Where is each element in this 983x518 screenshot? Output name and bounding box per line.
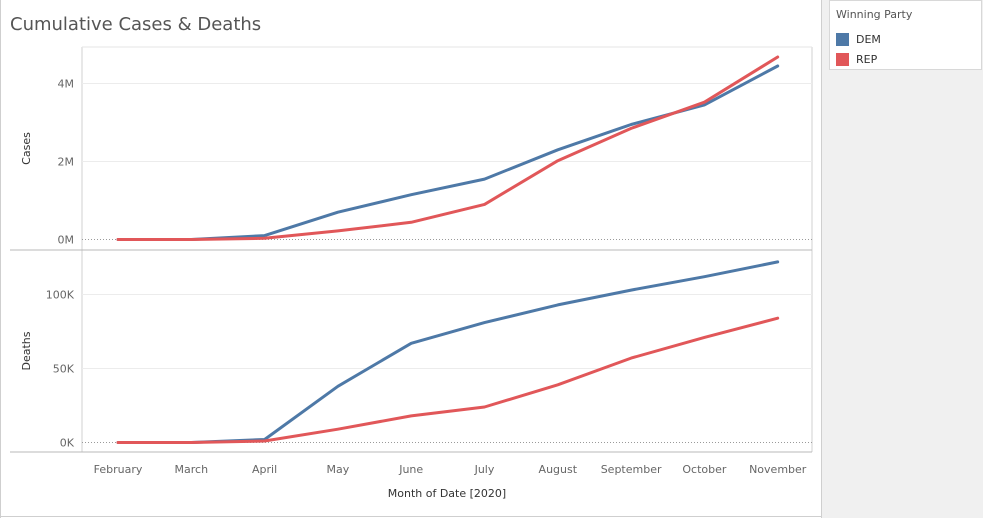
- frame-right-border: [821, 0, 822, 518]
- x-tick-label: June: [398, 463, 423, 476]
- legend-item-dem[interactable]: DEM: [836, 32, 881, 46]
- x-tick-label: July: [474, 463, 495, 476]
- legend[interactable]: Winning Party DEM REP: [829, 0, 982, 70]
- legend-title: Winning Party: [836, 8, 913, 21]
- y-tick-label-cases: 2M: [58, 156, 75, 169]
- x-tick-label: March: [175, 463, 209, 476]
- series-line-deaths-dem: [116, 260, 780, 444]
- x-tick-label: May: [327, 463, 350, 476]
- series-line-deaths-rep: [116, 316, 780, 444]
- x-tick-label: August: [539, 463, 578, 476]
- x-tick-label: September: [601, 463, 662, 476]
- y-tick-label-deaths: 50K: [53, 363, 75, 376]
- x-tick-label: February: [94, 463, 143, 476]
- legend-swatch-rep: [836, 52, 849, 66]
- x-tick-label: October: [682, 463, 726, 476]
- y-tick-label-cases: 0M: [58, 234, 75, 247]
- x-tick-label: November: [749, 463, 807, 476]
- legend-label-dem: DEM: [856, 32, 881, 46]
- y-axis-title-cases: Cases: [20, 132, 33, 165]
- y-tick-label-deaths: 100K: [46, 289, 75, 302]
- y-tick-label-cases: 4M: [58, 78, 75, 91]
- frame-left-border: [0, 0, 1, 518]
- chart-title: Cumulative Cases & Deaths: [10, 14, 262, 35]
- legend-swatch-dem: [836, 32, 849, 46]
- x-axis-title: Month of Date [2020]: [388, 487, 506, 500]
- right-side-panel: [822, 0, 983, 518]
- y-axis-title-deaths: Deaths: [20, 331, 33, 370]
- series-line-cases-rep: [116, 55, 780, 241]
- frame-bottom-border: [0, 516, 822, 517]
- x-tick-label: April: [252, 463, 277, 476]
- legend-label-rep: REP: [856, 52, 878, 66]
- legend-item-rep[interactable]: REP: [836, 52, 877, 66]
- y-tick-label-deaths: 0K: [60, 437, 75, 450]
- chart-canvas: 0M 2M 4M Cases 0K 50K 100K Deaths February March A…: [10, 46, 813, 500]
